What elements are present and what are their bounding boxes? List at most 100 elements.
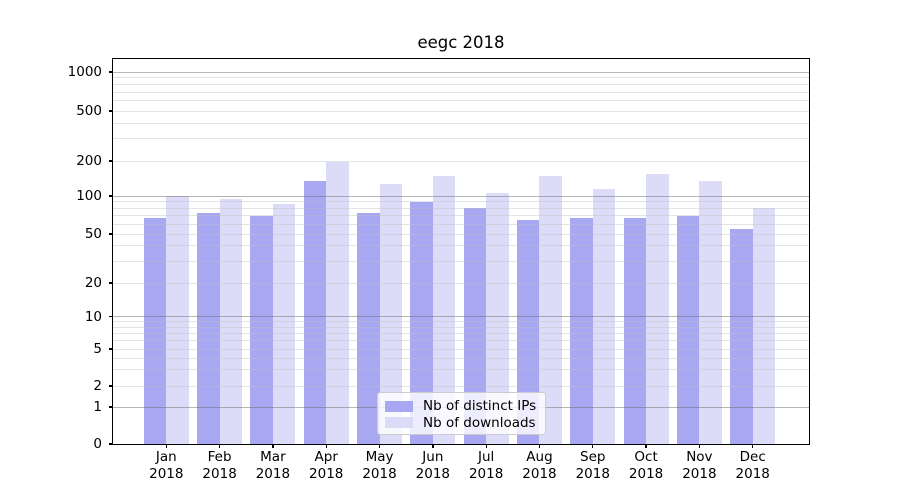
y-tick-mark [108, 282, 113, 284]
bar-downloads [272, 204, 296, 444]
minor-gridline [113, 320, 809, 322]
legend-swatch-distinct-ips [385, 400, 413, 412]
bar-downloads [486, 192, 509, 444]
x-tick-mark [698, 444, 701, 448]
bar-downloads [326, 162, 349, 444]
bar-downloads [219, 199, 243, 444]
minor-gridline [113, 332, 809, 334]
x-tick-label: Feb 2018 [202, 449, 237, 482]
y-tick-mark [108, 406, 113, 408]
x-tick-mark [538, 444, 541, 448]
bar-distinct-ips [143, 218, 167, 444]
y-tick-label: 1000 [67, 64, 102, 80]
y-tick-mark [108, 110, 113, 112]
major-gridline [113, 71, 809, 73]
bar-downloads [752, 208, 776, 444]
minor-gridline [113, 369, 809, 371]
x-tick-mark [485, 444, 487, 448]
y-tick-label: 0 [93, 436, 102, 452]
x-tick-label: Jul 2018 [468, 449, 504, 482]
bar-distinct-ips [303, 180, 327, 444]
minor-gridline [113, 326, 809, 328]
minor-gridline [113, 215, 809, 217]
x-tick-label: Nov 2018 [682, 449, 717, 482]
x-tick-label: Oct 2018 [628, 449, 664, 482]
bar-distinct-ips [516, 219, 540, 444]
minor-gridline [113, 100, 809, 102]
plot-area [113, 59, 809, 444]
minor-gridline [113, 340, 809, 341]
bars-layer [113, 59, 809, 444]
minor-gridline [113, 122, 809, 124]
x-tick-mark [432, 444, 434, 448]
y-tick-label: 2 [93, 378, 102, 394]
y-tick-mark [108, 71, 113, 73]
x-tick-label: Mar 2018 [255, 449, 291, 482]
minor-gridline [113, 160, 809, 162]
bar-distinct-ips [250, 215, 273, 444]
x-tick-label: May 2018 [362, 449, 397, 482]
bar-downloads [432, 175, 456, 444]
y-tick-mark [108, 195, 113, 197]
x-tick-mark [272, 444, 274, 448]
minor-gridline [113, 207, 809, 209]
y-tick-label: 10 [84, 308, 102, 325]
minor-gridline [113, 233, 809, 235]
bar-distinct-ips [730, 228, 753, 444]
bar-downloads [379, 183, 403, 444]
legend-label-downloads: Nb of downloads [423, 414, 536, 431]
x-tick-label: Jan 2018 [149, 449, 184, 482]
minor-gridline [113, 138, 809, 140]
minor-gridline [113, 348, 809, 350]
x-tick-mark [592, 444, 594, 448]
x-tick-mark [165, 444, 167, 448]
y-tick-label: 200 [76, 153, 102, 169]
legend-item-downloads: Nb of downloads [385, 415, 545, 432]
bar-distinct-ips [197, 213, 220, 444]
bar-downloads [646, 173, 669, 444]
x-tick-label: Apr 2018 [309, 449, 344, 482]
x-tick-label: Jun 2018 [415, 449, 451, 482]
bar-distinct-ips [410, 201, 433, 444]
bar-downloads [166, 196, 189, 444]
y-tick-label: 50 [84, 226, 102, 242]
y-tick-mark [108, 315, 113, 318]
y-tick-label: 500 [76, 103, 102, 119]
x-tick-label: Aug 2018 [522, 449, 557, 482]
minor-gridline [113, 260, 809, 262]
bar-distinct-ips [357, 213, 380, 444]
minor-gridline [113, 77, 809, 79]
minor-gridline [113, 223, 809, 225]
bar-distinct-ips [676, 215, 700, 444]
legend-label-distinct-ips: Nb of distinct IPs [423, 398, 537, 415]
major-gridline [113, 316, 809, 317]
y-tick-mark [108, 160, 113, 162]
x-tick-mark [325, 444, 327, 448]
minor-gridline [113, 385, 809, 387]
bar-distinct-ips [570, 218, 593, 444]
y-tick-label: 20 [84, 275, 102, 291]
minor-gridline [113, 282, 809, 284]
minor-gridline [113, 84, 809, 86]
minor-gridline [113, 201, 809, 203]
minor-gridline [113, 110, 809, 112]
minor-gridline [113, 91, 809, 93]
major-gridline [113, 195, 809, 197]
y-tick-label: 100 [76, 188, 102, 204]
grid-layer [113, 59, 809, 444]
y-tick-mark [108, 443, 113, 445]
legend: Nb of distinct IPs Nb of downloads [377, 392, 546, 435]
chart-title: eegc 2018 [417, 33, 505, 52]
minor-gridline [113, 245, 809, 247]
minor-gridline [113, 357, 809, 359]
legend-item-distinct-ips: Nb of distinct IPs [385, 398, 545, 415]
y-tick-mark [108, 385, 113, 387]
x-tick-mark [378, 444, 381, 448]
bar-distinct-ips [623, 218, 647, 444]
y-tick-label: 5 [93, 341, 102, 357]
bar-downloads [539, 176, 562, 444]
y-tick-label: 1 [93, 399, 102, 415]
x-tick-label: Sep 2018 [575, 449, 610, 482]
legend-swatch-downloads [385, 417, 413, 429]
